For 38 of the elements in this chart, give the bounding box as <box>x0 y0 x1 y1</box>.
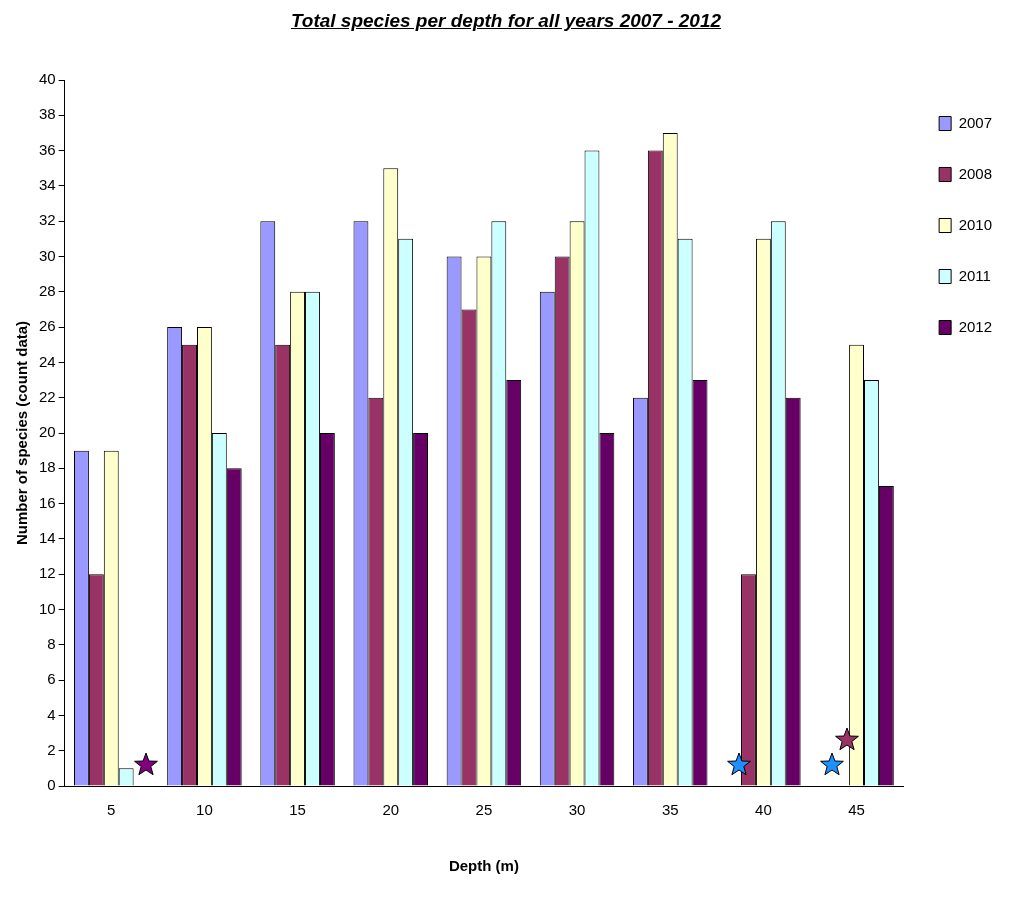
y-tick-label: 0 <box>47 776 56 794</box>
y-tick-label: 32 <box>39 211 56 229</box>
x-tick-label: 25 <box>475 801 493 819</box>
y-tick-label: 6 <box>47 670 56 688</box>
y-tick-label: 2 <box>47 740 56 758</box>
x-tick-label: 35 <box>661 801 679 819</box>
y-tick-label: 24 <box>39 352 56 370</box>
y-tick-label: 40 <box>39 70 56 88</box>
y-tick-label: 30 <box>39 246 56 264</box>
y-tick-label: 4 <box>47 705 56 723</box>
y-tick-label: 38 <box>39 105 56 123</box>
y-tick-label: 12 <box>39 564 56 582</box>
y-tick-label: 10 <box>39 599 56 617</box>
x-tick-label: 10 <box>196 801 213 819</box>
legend-label: 2012 <box>958 317 993 335</box>
y-tick-label: 26 <box>39 317 56 335</box>
y-tick-label: 8 <box>47 634 56 652</box>
y-tick-label: 20 <box>39 423 56 441</box>
y-tick-label: 22 <box>39 387 56 405</box>
legend-label: 2007 <box>958 113 993 131</box>
x-tick-label: 40 <box>755 801 772 819</box>
y-tick-label: 34 <box>39 176 56 194</box>
x-tick-label: 15 <box>289 801 306 819</box>
y-axis-title: Number of species (count data) <box>13 320 31 546</box>
chart-title: Total species per depth for all years 2007 - 2012 <box>289 10 723 32</box>
y-tick-label: 18 <box>39 458 56 476</box>
y-tick-label: 16 <box>39 493 56 511</box>
y-tick-label: 36 <box>39 140 56 158</box>
x-axis-title: Depth (m) <box>448 857 519 875</box>
x-tick-label: 30 <box>568 801 586 819</box>
legend-label: 2010 <box>958 215 993 233</box>
x-tick-label: 45 <box>848 801 865 819</box>
x-tick-label: 5 <box>107 801 116 819</box>
x-tick-label: 20 <box>382 801 400 819</box>
y-tick-label: 28 <box>39 281 56 299</box>
y-tick-label: 14 <box>39 529 56 547</box>
legend-label: 2011 <box>958 266 991 284</box>
legend-label: 2008 <box>958 164 993 182</box>
